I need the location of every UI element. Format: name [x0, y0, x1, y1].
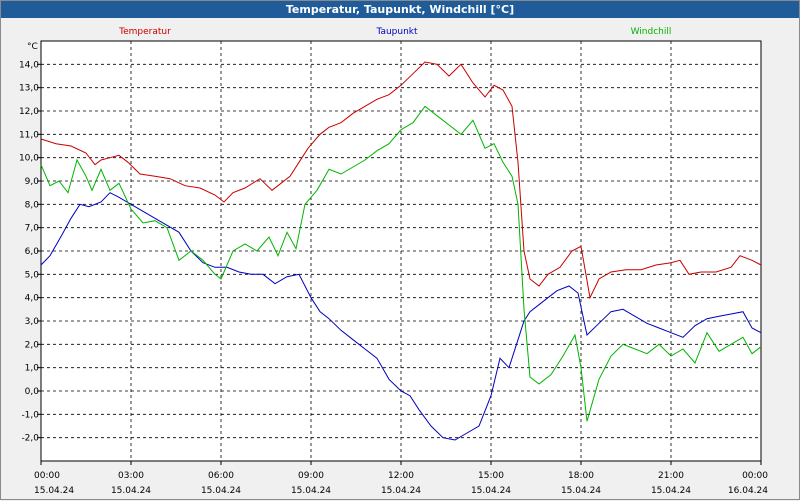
- legend-taupunkt: Taupunkt: [375, 27, 418, 37]
- legend-temperatur: Temperatur: [118, 27, 171, 37]
- y-axis-unit-label: °C: [27, 42, 38, 52]
- x-tick-date-label: 16.04.24: [728, 486, 768, 496]
- y-tick-label: -2,0: [21, 434, 39, 444]
- x-tick-date-label: 15.04.24: [111, 486, 151, 496]
- x-tick-date-label: 15.04.24: [381, 486, 421, 496]
- x-tick-time-label: 00:00: [742, 471, 768, 481]
- x-tick-time-label: 03:00: [118, 471, 144, 481]
- x-tick-time-label: 21:00: [658, 471, 684, 481]
- x-tick-time-label: 12:00: [388, 471, 414, 481]
- y-tick-label: 9,0: [25, 177, 40, 187]
- x-axis-ticks: 00:00 15.04.24 03:00 15.04.24 06:00 15.04.24 0…: [34, 461, 768, 496]
- y-axis-ticks: -2,0 -1,0 0,0 1,0 2,0 3,0 4,0 5,0 6,0 7,0 8,0 9,0 10…: [19, 60, 41, 444]
- y-tick-label: 14,0: [19, 60, 39, 70]
- y-tick-label: 13,0: [19, 84, 39, 94]
- x-tick-time-label: 09:00: [298, 471, 324, 481]
- x-tick-date-label: 15.04.24: [291, 486, 331, 496]
- x-tick-date-label: 15.04.24: [34, 486, 74, 496]
- y-tick-label: 3,0: [25, 317, 40, 327]
- y-tick-label: 7,0: [25, 224, 40, 234]
- series-lines: [40, 61, 762, 441]
- legend-windchill: Windchill: [631, 27, 672, 37]
- y-tick-label: 4,0: [25, 294, 40, 304]
- x-tick-date-label: 15.04.24: [201, 486, 241, 496]
- y-tick-label: -1,0: [21, 410, 39, 420]
- x-tick-date-label: 15.04.24: [561, 486, 601, 496]
- x-tick-time-label: 00:00: [34, 471, 60, 481]
- x-tick-time-label: 15:00: [478, 471, 504, 481]
- y-tick-label: 10,0: [19, 154, 39, 164]
- y-tick-label: 5,0: [25, 270, 40, 280]
- y-tick-label: 12,0: [19, 107, 39, 117]
- y-tick-label: 11,0: [19, 130, 39, 140]
- y-tick-label: 0,0: [25, 387, 40, 397]
- series-line-taupunkt: [40, 192, 762, 441]
- series-line-temperatur: [40, 61, 762, 300]
- grid-lines: [41, 41, 761, 461]
- y-tick-label: 1,0: [25, 364, 40, 374]
- series-line-windchill: [40, 105, 762, 422]
- x-tick-date-label: 15.04.24: [651, 486, 691, 496]
- x-tick-time-label: 06:00: [208, 471, 234, 481]
- y-tick-label: 6,0: [25, 247, 40, 257]
- y-tick-label: 2,0: [25, 340, 40, 350]
- x-tick-date-label: 15.04.24: [471, 486, 511, 496]
- x-tick-time-label: 18:00: [568, 471, 594, 481]
- y-tick-label: 8,0: [25, 200, 40, 210]
- chart-title: Temperatur, Taupunkt, Windchill [°C]: [1, 1, 799, 18]
